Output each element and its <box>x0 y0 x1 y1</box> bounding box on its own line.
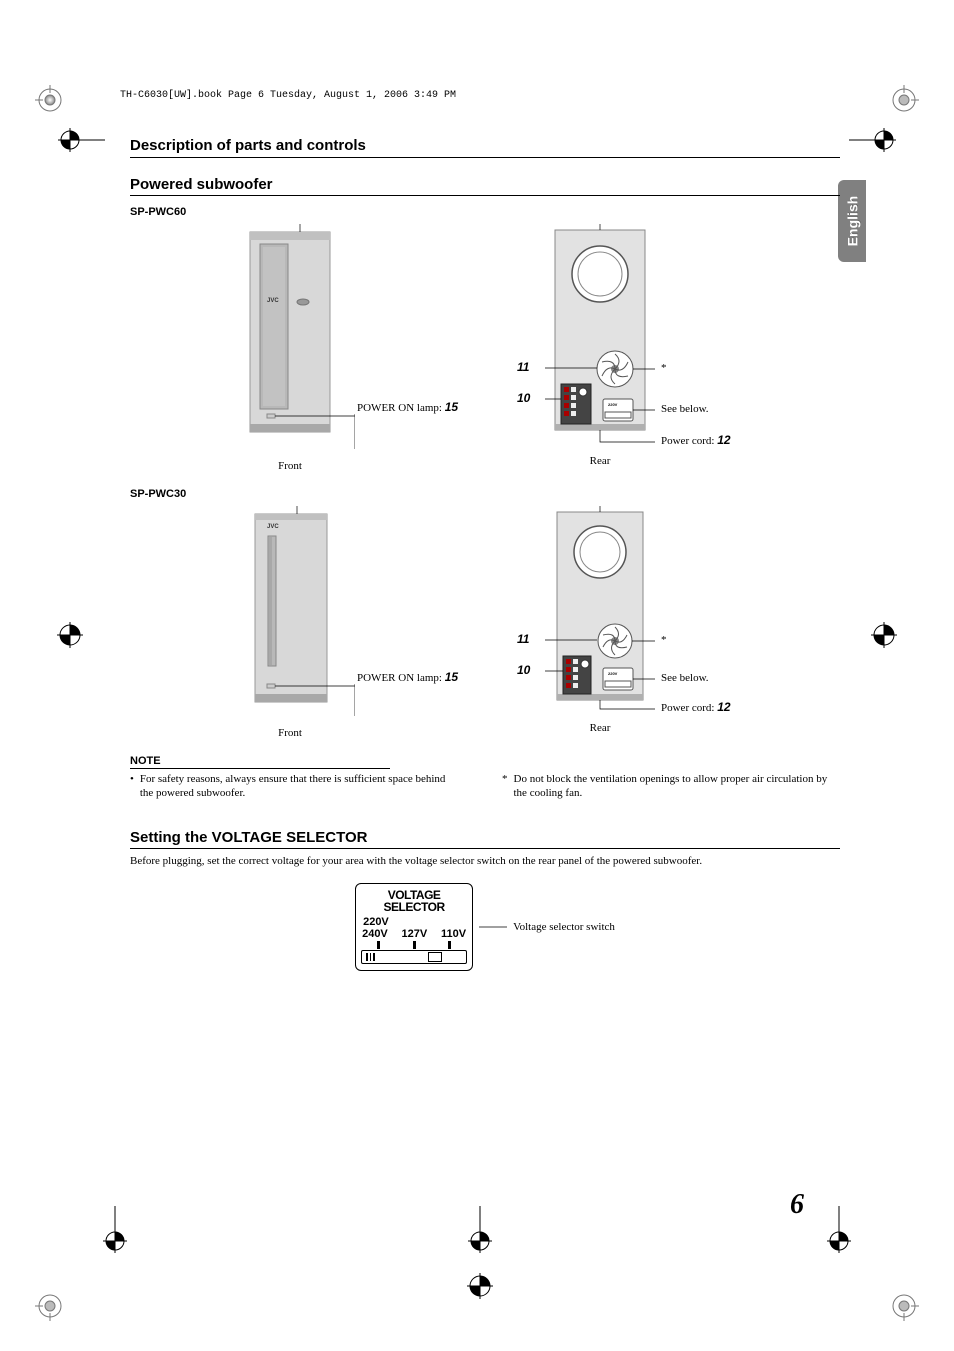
front-diagram-1: JVC POWER ON lamp: 15 Front <box>225 224 355 472</box>
callout-power-cord-2: Power cord: 12 <box>661 700 731 714</box>
rear-diagram-1: 220V 11 10 * See below. Power cord: 12 R… <box>545 224 655 472</box>
note-col-left: • For safety reasons, always ensure that… <box>130 772 460 801</box>
subwoofer-rear-icon: 220V <box>545 224 655 444</box>
align-mark-icon <box>100 1206 130 1256</box>
view-label-rear-1: Rear <box>545 455 655 467</box>
register-mark-icon <box>55 620 85 650</box>
voltage-box: VOLTAGE SELECTOR 220V 240V 127V 110V <box>355 883 473 971</box>
model-label-2: SP-PWC30 <box>130 488 840 500</box>
svg-text:JVC: JVC <box>267 298 279 304</box>
view-label-front-2: Front <box>225 727 355 739</box>
diagram-row-2: JVC POWER ON lamp: 15 Front <box>130 506 840 739</box>
callout-power-on-2: POWER ON lamp: 15 <box>357 670 458 684</box>
note-bullet: • <box>130 772 134 801</box>
svg-text:220V: 220V <box>608 402 618 407</box>
language-tab: English <box>838 180 866 262</box>
align-mark-icon <box>849 125 899 155</box>
svg-text:220V: 220V <box>608 671 618 676</box>
subwoofer-front-icon: JVC <box>225 506 355 716</box>
subwoofer-rear-icon: 220V <box>545 506 655 711</box>
page-number: 6 <box>790 1189 804 1221</box>
section2-title: Setting the VOLTAGE SELECTOR <box>130 829 840 849</box>
callout-see-below-1: See below. <box>661 403 709 415</box>
callout-11-1: 11 <box>517 360 529 374</box>
asterisk-note: Do not block the ventilation openings to… <box>514 772 833 801</box>
language-label: English <box>844 196 860 247</box>
note-header: NOTE <box>130 755 390 769</box>
note-row: • For safety reasons, always ensure that… <box>130 772 840 801</box>
section-title: Description of parts and controls <box>130 137 840 158</box>
leader-line-icon <box>479 920 507 934</box>
diagram-row-1: JVC POWER ON lamp: 15 Front <box>130 224 840 472</box>
callout-10-2: 10 <box>517 663 530 677</box>
rear-diagram-2: 220V 11 10 * See below. Power cord: 12 R… <box>545 506 655 739</box>
view-label-rear-2: Rear <box>545 722 655 734</box>
front-diagram-2: JVC POWER ON lamp: 15 Front <box>225 506 355 739</box>
callout-power-cord-1: Power cord: 12 <box>661 433 731 447</box>
callout-10-1: 10 <box>517 391 530 405</box>
align-mark-icon <box>465 1206 495 1256</box>
note-text: For safety reasons, always ensure that t… <box>140 772 460 801</box>
callout-see-below-2: See below. <box>661 672 709 684</box>
align-mark-icon <box>824 1206 854 1256</box>
align-mark-icon <box>55 125 105 155</box>
voltage-selector-diagram: VOLTAGE SELECTOR 220V 240V 127V 110V Vol… <box>130 883 840 971</box>
callout-power-on-1: POWER ON lamp: 15 <box>357 400 458 414</box>
crop-mark-icon <box>889 85 919 115</box>
subsection-title: Powered subwoofer <box>130 176 840 196</box>
model-label-1: SP-PWC60 <box>130 206 840 218</box>
register-mark-icon <box>465 1271 495 1301</box>
voltage-callout: Voltage selector switch <box>513 921 615 933</box>
callout-11-2: 11 <box>517 632 529 646</box>
note-col-right: * Do not block the ventilation openings … <box>502 772 832 801</box>
page-content: TH-C6030[UW].book Page 6 Tuesday, August… <box>130 90 840 971</box>
subwoofer-front-icon: JVC <box>225 224 355 449</box>
view-label-front-1: Front <box>225 460 355 472</box>
crop-mark-icon <box>35 85 65 115</box>
svg-text:JVC: JVC <box>267 524 279 530</box>
book-header: TH-C6030[UW].book Page 6 Tuesday, August… <box>120 90 840 101</box>
callout-ast-2: * <box>661 634 667 646</box>
callout-ast-1: * <box>661 362 667 374</box>
section2-body: Before plugging, set the correct voltage… <box>130 855 840 867</box>
asterisk-mark: * <box>502 772 508 801</box>
register-mark-icon <box>869 620 899 650</box>
crop-mark-icon <box>889 1291 919 1321</box>
crop-mark-icon <box>35 1291 65 1321</box>
